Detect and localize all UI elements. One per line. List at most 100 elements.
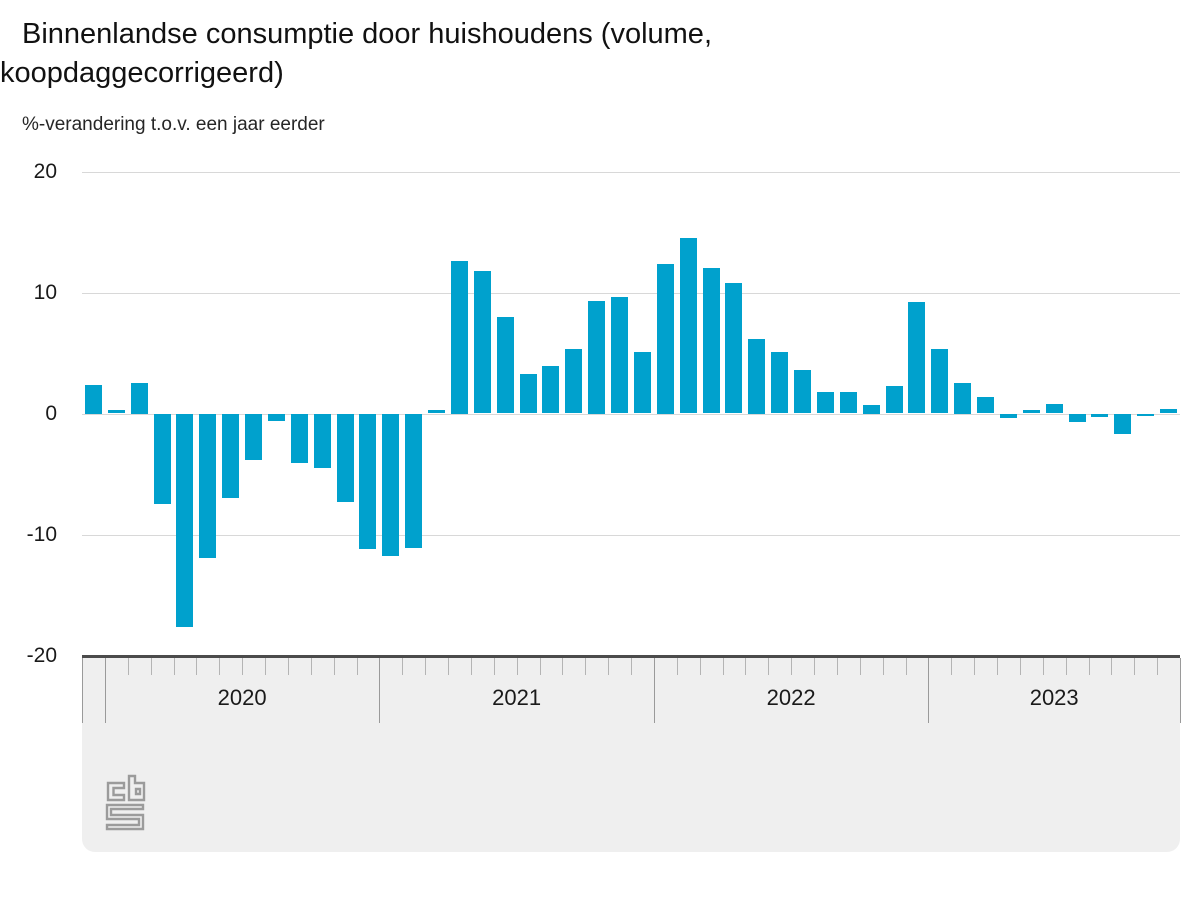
x-tick-month: [425, 658, 427, 675]
bar-2023-04[interactable]: [999, 413, 1017, 419]
bar-2020-06[interactable]: [222, 413, 240, 499]
bar-2022-04[interactable]: [725, 282, 743, 414]
x-tick-month: [470, 658, 472, 675]
bar-2021-10[interactable]: [588, 301, 606, 414]
x-tick-month: [1088, 658, 1090, 675]
gridline-y-10: [82, 535, 1180, 536]
bar-2020-12[interactable]: [359, 413, 377, 549]
y-axis-label--20: -20: [26, 643, 57, 667]
bar-2020-05[interactable]: [199, 413, 217, 558]
x-tick-month: [402, 658, 404, 675]
bar-2023-08[interactable]: [1091, 413, 1109, 418]
bar-2022-10[interactable]: [862, 405, 880, 414]
bar-2022-06[interactable]: [771, 351, 789, 414]
cbs-logo-c: [106, 781, 126, 802]
x-tick-month: [997, 658, 998, 675]
cbs-logo: [105, 774, 146, 831]
y-axis-label--10: -10: [26, 522, 57, 546]
x-tick-month: [859, 658, 861, 675]
bar-2021-11[interactable]: [611, 297, 629, 414]
x-tick-month: [905, 658, 907, 675]
gridline-y20: [82, 172, 1180, 173]
x-tick-month: [265, 658, 266, 675]
bar-2021-08[interactable]: [542, 366, 560, 414]
x-tick-year: [928, 658, 930, 723]
x-tick-month: [196, 658, 198, 675]
x-axis-year-label-2021: 2021: [492, 685, 542, 710]
bar-2020-03[interactable]: [153, 413, 171, 505]
x-tick-month: [1157, 658, 1159, 675]
bar-2023-01[interactable]: [931, 349, 949, 414]
y-axis-label-10: 10: [33, 280, 57, 304]
bar-2023-10[interactable]: [1137, 413, 1155, 416]
bar-2020-02[interactable]: [130, 383, 148, 414]
x-tick-month: [585, 658, 587, 675]
x-tick-year: [104, 658, 106, 723]
bar-2023-07[interactable]: [1068, 413, 1086, 422]
bar-2020-09[interactable]: [290, 413, 308, 464]
bar-2022-07[interactable]: [794, 369, 812, 414]
bar-2023-02[interactable]: [954, 383, 972, 414]
bar-2022-01[interactable]: [656, 263, 674, 414]
x-tick-year: [379, 658, 381, 723]
x-tick-month: [814, 658, 815, 675]
gridline-y10: [82, 293, 1180, 294]
bar-2022-05[interactable]: [748, 338, 766, 414]
bar-2023-05[interactable]: [1022, 409, 1040, 414]
x-tick-month: [836, 658, 838, 675]
x-tick-month: [448, 658, 449, 675]
x-tick-month: [745, 658, 747, 675]
bar-2022-12[interactable]: [908, 302, 926, 414]
x-tick-month: [127, 658, 129, 675]
bar-2020-11[interactable]: [336, 413, 354, 502]
bar-2020-08[interactable]: [267, 413, 285, 421]
bar-2020-04[interactable]: [176, 413, 194, 627]
bar-2021-05[interactable]: [473, 270, 491, 414]
x-tick-month: [631, 658, 632, 675]
bar-2022-02[interactable]: [679, 238, 697, 414]
x-tick-month: [1111, 658, 1113, 675]
x-tick-month: [173, 658, 175, 675]
bar-2020-07[interactable]: [245, 413, 263, 460]
x-tick-year: [1180, 658, 1181, 723]
x-tick-month: [791, 658, 793, 675]
bar-2023-06[interactable]: [1045, 403, 1063, 414]
bar-2020-01[interactable]: [107, 409, 125, 414]
x-tick-month: [676, 658, 678, 675]
bar-2021-04[interactable]: [450, 261, 468, 414]
x-tick-month: [219, 658, 221, 675]
x-axis-year-label-2023: 2023: [1029, 685, 1079, 710]
bar-2021-02[interactable]: [405, 413, 423, 548]
x-tick-month: [608, 658, 610, 675]
x-tick-month: [287, 658, 289, 675]
bar-2022-08[interactable]: [816, 391, 834, 414]
x-tick-month: [150, 658, 152, 675]
x-tick-month: [539, 658, 541, 675]
x-tick-month: [768, 658, 770, 675]
x-axis-panel: 2020 2021 2022 2023: [82, 655, 1181, 852]
bar-2023-09[interactable]: [1114, 413, 1132, 435]
bar-2021-12[interactable]: [633, 351, 651, 414]
x-axis-year-label-2022: 2022: [766, 685, 816, 710]
cbs-logo-b: [127, 774, 146, 802]
bar-2022-03[interactable]: [702, 268, 720, 414]
bar-2022-11[interactable]: [885, 385, 903, 414]
bar-2023-03[interactable]: [977, 396, 995, 414]
bar-2021-01[interactable]: [382, 413, 400, 557]
bar-2021-07[interactable]: [519, 373, 537, 414]
bar-2021-06[interactable]: [496, 316, 514, 414]
bar-2021-09[interactable]: [565, 349, 583, 414]
bar-2020-10[interactable]: [313, 413, 331, 468]
x-axis-year-label-2020: 2020: [217, 685, 267, 710]
bar-2021-03[interactable]: [428, 409, 446, 414]
y-axis-label-0: 0: [45, 401, 57, 425]
gridline-y0: [82, 414, 1180, 415]
cbs-logo-b-hole: [134, 787, 142, 796]
x-tick-month: [242, 658, 244, 675]
bar-2022-09[interactable]: [839, 391, 857, 414]
bar-2019-12[interactable]: [84, 384, 102, 414]
bar-2023-11[interactable]: [1160, 408, 1178, 414]
x-tick-month: [516, 658, 518, 675]
x-tick-month: [310, 658, 312, 675]
